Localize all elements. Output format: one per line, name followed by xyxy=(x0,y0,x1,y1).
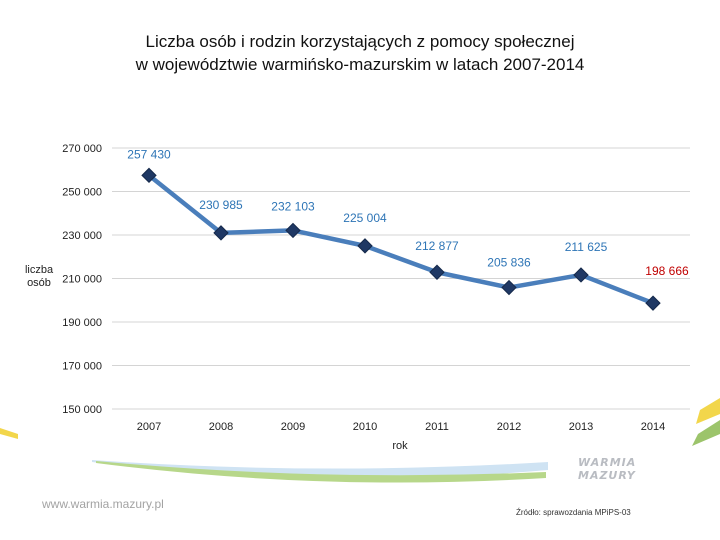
y-axis-label-line-1: liczba xyxy=(24,264,54,276)
data-marker xyxy=(213,225,229,241)
chart-title-line-2: w województwie warmińsko-mazurskim w lat… xyxy=(135,55,585,74)
chart-title: Liczba osób i rodzin korzystających z po… xyxy=(0,30,720,76)
y-tick-label: 210 000 xyxy=(62,274,102,286)
chart-title-line-1: Liczba osób i rodzin korzystających z po… xyxy=(145,32,575,51)
data-marker xyxy=(573,267,589,283)
logo-line-1: WARMIA xyxy=(578,456,637,469)
series-line xyxy=(146,173,656,306)
data-marker xyxy=(429,264,445,280)
logo-line-2: MAZURY xyxy=(578,469,636,482)
data-label: 205 836 xyxy=(487,256,531,270)
data-labels: 257 430 230 985 232 103 225 004 212 877 205 8… xyxy=(127,147,689,278)
data-marker xyxy=(141,167,157,184)
data-marker xyxy=(645,295,661,311)
data-label: 212 877 xyxy=(415,239,459,253)
x-tick-label: 2012 xyxy=(497,421,521,433)
x-tick-label: 2007 xyxy=(137,421,161,433)
x-axis-label: rok xyxy=(392,440,408,452)
x-tick-label: 2009 xyxy=(281,421,305,433)
y-tick-label: 150 000 xyxy=(62,404,102,416)
x-tick-label: 2010 xyxy=(353,421,377,433)
warmia-mazury-logo: WARMIA MAZURY xyxy=(578,456,636,482)
data-label: 230 985 xyxy=(199,198,243,212)
series-polyline xyxy=(146,173,656,306)
data-marker xyxy=(357,238,373,254)
footer-url-link[interactable]: www.warmia.mazury.pl xyxy=(42,497,164,511)
y-axis-tick-labels: 150 000 170 000 190 000 210 000 230 000 250 0… xyxy=(62,143,102,416)
source-note: Źródło: sprawozdania MPiPS-03 xyxy=(516,508,631,517)
y-tick-label: 170 000 xyxy=(62,361,102,373)
x-axis-tick-labels: 2007 2008 2009 2010 2011 2012 2013 2014 xyxy=(137,421,665,433)
x-tick-label: 2011 xyxy=(425,421,449,433)
y-axis-label: liczba osób xyxy=(14,264,64,290)
data-label: 198 666 xyxy=(645,264,689,278)
y-axis-label-line-2: osób xyxy=(27,277,51,289)
data-label: 232 103 xyxy=(271,199,315,213)
data-label: 211 625 xyxy=(565,240,608,254)
data-marker xyxy=(501,279,517,296)
y-tick-label: 230 000 xyxy=(62,230,102,242)
x-tick-label: 2013 xyxy=(569,421,593,433)
grid-lines xyxy=(112,147,690,410)
data-label: 225 004 xyxy=(343,211,387,225)
data-marker xyxy=(285,222,301,239)
decorative-swoosh xyxy=(0,398,720,483)
data-label: 257 430 xyxy=(127,147,171,161)
x-tick-label: 2008 xyxy=(209,421,233,433)
y-tick-label: 250 000 xyxy=(62,187,102,199)
y-tick-label: 190 000 xyxy=(62,317,102,329)
data-markers xyxy=(141,167,661,311)
x-tick-label: 2014 xyxy=(641,421,665,433)
y-tick-label: 270 000 xyxy=(62,143,102,155)
